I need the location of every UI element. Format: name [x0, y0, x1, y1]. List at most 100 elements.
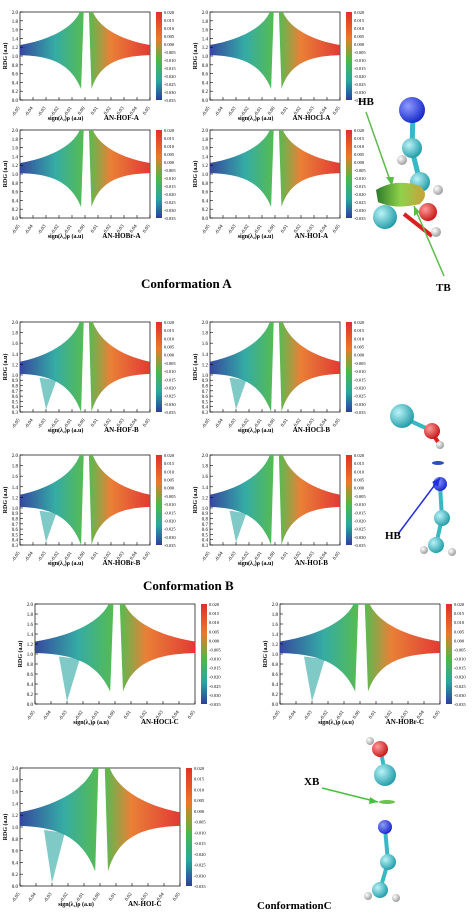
colorbar	[156, 455, 162, 545]
x-axis-label: sign(λ₂)ρ (a.u)	[318, 719, 354, 726]
colorbar	[156, 12, 162, 100]
colorbar-label: 0.015	[194, 777, 205, 782]
colorbar-label: 0.020	[164, 320, 175, 325]
hb-arrow	[365, 111, 393, 187]
x-axis-label: sign(λ₂)ρ (a.u)	[48, 427, 84, 434]
y-tick-label: 2.0	[12, 767, 19, 772]
tb-label-a: TB	[436, 282, 451, 294]
oxygen-atom	[372, 741, 388, 757]
x-tick-label: 0.00	[268, 418, 277, 428]
y-tick-label: 1.4	[27, 633, 34, 638]
x-tick-label: 0.02	[294, 106, 303, 116]
colorbar-label: 0.020	[164, 128, 175, 133]
hydrogen-atom	[433, 185, 443, 195]
y-tick-label: 0.0	[12, 885, 19, 890]
y-tick-label: 2.0	[12, 321, 19, 326]
x-tick-label: -0.04	[215, 224, 225, 236]
y-tick-label: 0.8	[12, 838, 19, 843]
x-tick-label: 0.02	[104, 418, 113, 428]
colorbar-label: 0.005	[454, 629, 465, 634]
colorbar-label: 0.010	[194, 787, 205, 792]
rdg-series-attractive	[35, 604, 114, 692]
x-tick-label: -0.03	[228, 418, 238, 430]
chart-title: AN-HOF-A	[104, 114, 139, 122]
y-tick-label: 1.4	[12, 37, 19, 42]
hydrogen-atom	[431, 227, 441, 237]
colorbar-label: 0.010	[354, 26, 365, 31]
rdg-series-attractive	[210, 322, 274, 412]
x-tick-label: 0.04	[172, 710, 181, 720]
colorbar-label: -0.030	[354, 535, 366, 540]
rdg-series-repulsive	[278, 322, 340, 412]
colorbar-label: -0.010	[454, 657, 466, 662]
colorbar-label: 0.020	[354, 320, 365, 325]
colorbar-label: 0.005	[194, 798, 205, 803]
x-tick-label: -0.04	[25, 418, 35, 430]
y-axis-label: RDG (a.u)	[2, 354, 9, 381]
nci-isosurface	[432, 461, 444, 465]
x-tick-label: 0.03	[117, 224, 126, 234]
colorbar-label: -0.025	[354, 527, 366, 532]
x-tick-label: 0.01	[281, 551, 290, 561]
x-tick-label: 0.01	[281, 418, 290, 428]
rdg-series-repulsive	[104, 768, 180, 872]
rdg-series-repulsive	[278, 12, 340, 89]
y-tick-label: 0.6	[272, 673, 279, 678]
nitrogen-atom	[399, 97, 425, 123]
y-tick-label: 1.8	[27, 613, 34, 618]
rdg-series-attractive	[20, 455, 84, 545]
chart-title: AN-HOI-A	[295, 232, 328, 240]
colorbar-label: 0.000	[354, 42, 365, 47]
x-tick-label: 0.02	[104, 224, 113, 234]
y-tick-label: 1.8	[12, 20, 19, 25]
colorbar-label: 0.005	[354, 478, 365, 483]
colorbar-label: -0.005	[164, 168, 176, 173]
colorbar-label: 0.015	[209, 611, 220, 616]
colorbar	[186, 768, 192, 886]
colorbar-label: -0.005	[454, 647, 466, 652]
y-tick-label: 1.2	[272, 643, 279, 648]
colorbar-label: 0.010	[454, 620, 465, 625]
y-tick-label: 0.3	[202, 411, 209, 416]
rdg-series-attractive	[20, 130, 84, 207]
y-tick-label: 0.7	[202, 390, 209, 395]
hb-label-a: HB	[358, 96, 374, 108]
y-tick-label: 1.0	[272, 653, 279, 658]
chart-title: AN-HOI-B	[295, 559, 328, 567]
y-tick-label: 0.9	[12, 512, 19, 517]
x-axis-label: sign(λ₂)ρ (a.u)	[58, 901, 94, 908]
colorbar-label: -0.020	[354, 385, 366, 390]
colorbar-label: 0.005	[164, 34, 175, 39]
colorbar-label: -0.020	[194, 852, 206, 857]
chart-title: AN-HOBr-B	[102, 559, 140, 567]
colorbar-label: -0.015	[164, 184, 176, 189]
x-tick-label: 0.02	[104, 551, 113, 561]
x-tick-label: 0.02	[294, 418, 303, 428]
colorbar-label: -0.025	[354, 200, 366, 205]
rdg-spike-points	[229, 510, 247, 543]
carbon-atom	[434, 510, 450, 526]
y-tick-label: 1.4	[272, 633, 279, 638]
colorbar-label: 0.015	[354, 461, 365, 466]
y-tick-label: 0.6	[202, 73, 209, 78]
colorbar-label: -0.010	[164, 369, 176, 374]
y-tick-label: 0.6	[27, 673, 34, 678]
y-tick-label: 0.0	[202, 217, 209, 222]
rdg-series-repulsive	[88, 322, 150, 412]
colorbar-label: -0.030	[209, 693, 221, 698]
colorbar-label: -0.025	[354, 394, 366, 399]
y-tick-label: 0.2	[12, 208, 19, 213]
y-axis-label: RDG (a.u)	[17, 641, 24, 668]
x-axis-label: sign(λ₂)ρ (a.u)	[48, 233, 84, 240]
y-tick-label: 2.0	[12, 11, 19, 16]
y-tick-label: 1.4	[12, 802, 19, 807]
y-tick-label: 1.0	[27, 653, 34, 658]
y-tick-label: 0.8	[202, 518, 209, 523]
colorbar-label: -0.015	[164, 377, 176, 382]
x-tick-label: 0.03	[307, 224, 316, 234]
charts-layer: 0.00.20.40.60.81.01.21.41.61.82.0-0.05 -0…	[2, 10, 466, 908]
nitrogen-atom	[378, 820, 392, 834]
nci-isosurface	[379, 800, 395, 804]
colorbar-label: 0.005	[209, 629, 220, 634]
conformation-c-label: ConformationC	[257, 900, 332, 912]
